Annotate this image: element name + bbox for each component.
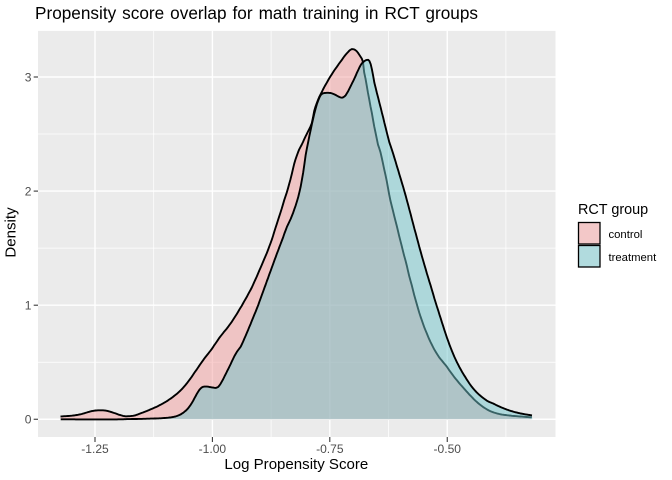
svg-text:control: control <box>609 229 643 241</box>
svg-text:-0.50: -0.50 <box>434 442 462 456</box>
svg-text:Propensity score overlap for m: Propensity score overlap for math traini… <box>35 3 478 23</box>
svg-text:-1.00: -1.00 <box>199 442 227 456</box>
svg-text:3: 3 <box>25 70 32 84</box>
svg-text:treatment: treatment <box>609 252 658 264</box>
svg-text:0: 0 <box>25 413 32 427</box>
svg-text:Density: Density <box>3 207 20 258</box>
svg-text:2: 2 <box>25 184 32 198</box>
svg-text:Log Propensity Score: Log Propensity Score <box>224 456 368 473</box>
svg-text:-1.25: -1.25 <box>81 442 109 456</box>
svg-text:RCT group: RCT group <box>578 202 648 218</box>
svg-text:-0.75: -0.75 <box>316 442 344 456</box>
svg-text:1: 1 <box>25 299 32 313</box>
